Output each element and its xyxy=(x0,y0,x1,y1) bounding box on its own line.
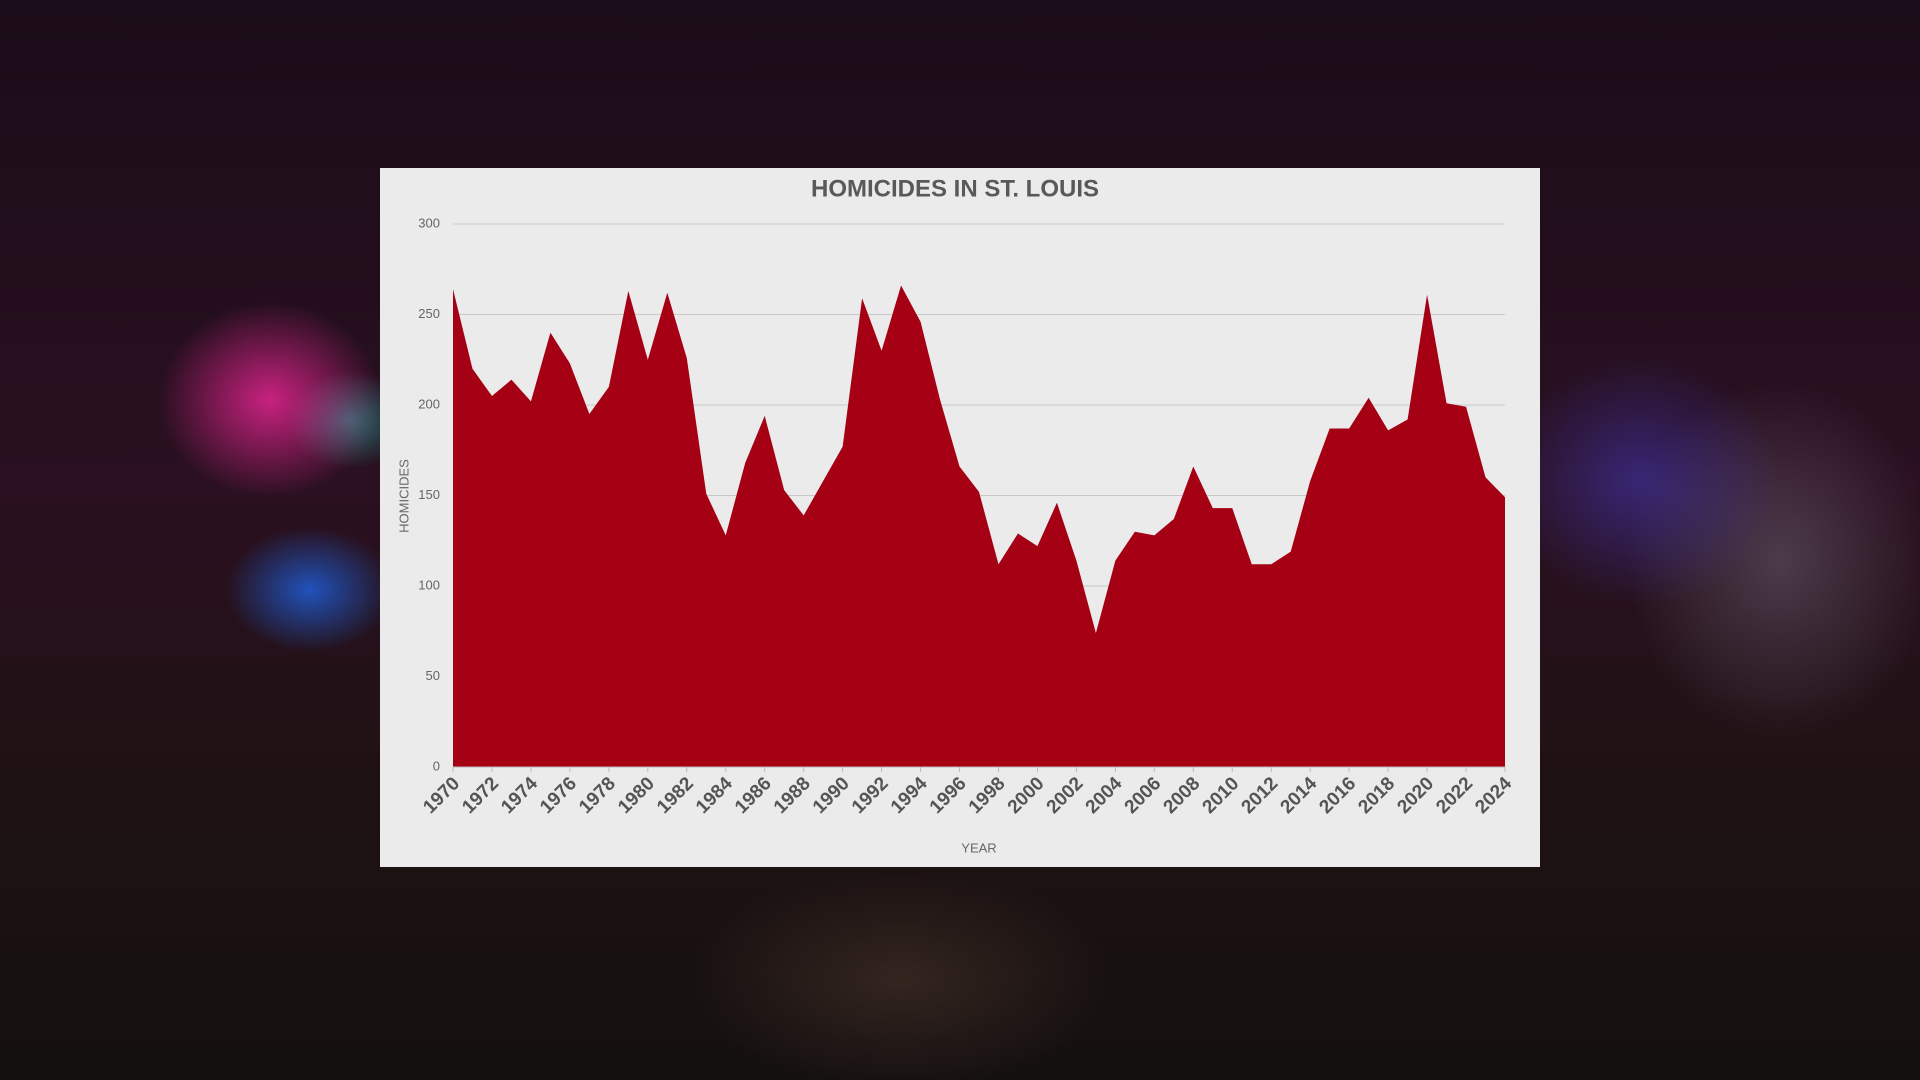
chart-title: HOMICIDES IN ST. LOUIS xyxy=(811,175,1099,202)
x-tick-label: 2024 xyxy=(1471,773,1516,818)
y-tick-label: 0 xyxy=(433,758,440,773)
x-tick-label: 2018 xyxy=(1354,773,1399,818)
x-tick-label: 2016 xyxy=(1315,773,1360,818)
x-tick-label: 1970 xyxy=(419,773,464,818)
x-tick-label: 1994 xyxy=(887,773,932,818)
y-tick-label: 200 xyxy=(418,396,440,411)
area xyxy=(453,285,1505,767)
x-tick-label: 2022 xyxy=(1432,773,1477,818)
y-tick-label: 100 xyxy=(418,577,440,592)
x-axis-label: YEAR xyxy=(961,840,996,855)
x-tick-label: 1986 xyxy=(731,773,776,818)
x-tick-label: 1998 xyxy=(965,773,1010,818)
x-tick-label: 1990 xyxy=(809,773,854,818)
x-tick-label: 2014 xyxy=(1277,773,1322,818)
x-tick-label: 1988 xyxy=(770,773,815,818)
x-tick-label: 2008 xyxy=(1160,773,1205,818)
x-tick-label: 1992 xyxy=(848,773,893,818)
y-tick-label: 50 xyxy=(426,668,440,683)
x-tick-label: 2010 xyxy=(1199,773,1244,818)
x-tick-label: 1972 xyxy=(458,773,503,818)
x-tick-label: 2006 xyxy=(1121,773,1166,818)
y-tick-label: 300 xyxy=(418,215,440,230)
x-tick-label: 2004 xyxy=(1082,773,1127,818)
y-tick-label: 250 xyxy=(418,306,440,321)
y-tick-label: 150 xyxy=(418,487,440,502)
x-tick-label: 2012 xyxy=(1238,773,1283,818)
y-axis-label: HOMICIDES xyxy=(396,459,411,533)
x-tick-label: 1984 xyxy=(692,773,737,818)
x-tick-label: 1978 xyxy=(575,773,620,818)
x-tick-label: 1976 xyxy=(536,773,581,818)
x-tick-label: 1996 xyxy=(926,773,971,818)
x-tick-label: 1980 xyxy=(614,773,659,818)
x-tick-label: 1974 xyxy=(497,773,542,818)
x-tick-label: 2002 xyxy=(1043,773,1088,818)
x-tick-label: 2020 xyxy=(1393,773,1438,818)
x-tick-label: 2000 xyxy=(1004,773,1049,818)
x-tick-label: 1982 xyxy=(653,773,698,818)
